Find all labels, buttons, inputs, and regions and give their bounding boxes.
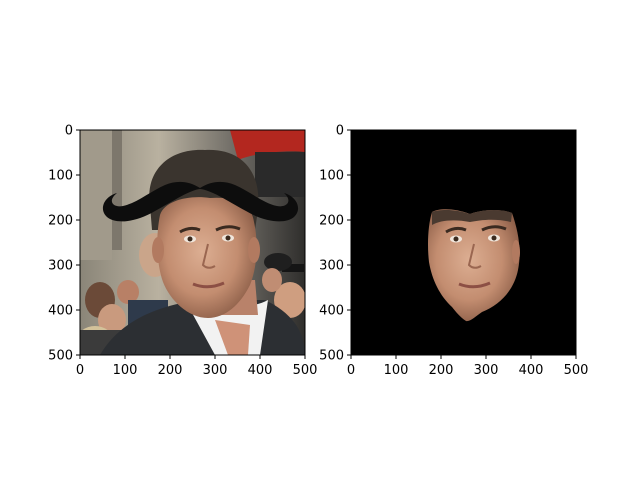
x-tick-label: 100	[113, 363, 138, 378]
x-tick-label: 0	[76, 363, 84, 378]
y-tick-label: 200	[319, 214, 344, 229]
right-photo	[351, 130, 576, 355]
x-tick-label: 400	[248, 363, 273, 378]
right-axes-frame	[350, 129, 577, 356]
y-tick-label: 100	[319, 169, 344, 184]
left-axes-frame	[79, 129, 306, 356]
y-tick-label: 300	[319, 259, 344, 274]
x-tick-label: 500	[293, 363, 318, 378]
left-image-panel: 0 100 200 300 400 500 0 100 200 300 400 500	[48, 124, 317, 379]
y-tick-label: 0	[336, 124, 344, 139]
y-tick-label: 0	[65, 124, 73, 139]
left-y-axis: 0 100 200 300 400 500	[48, 124, 80, 364]
x-tick-label: 200	[429, 363, 454, 378]
x-tick-label: 200	[158, 363, 183, 378]
x-tick-label: 300	[474, 363, 499, 378]
x-tick-label: 0	[347, 363, 355, 378]
left-photo	[80, 130, 305, 355]
right-y-axis: 0 100 200 300 400 500	[319, 124, 351, 364]
right-x-axis: 0 100 200 300 400 500	[347, 355, 589, 378]
y-tick-label: 100	[48, 169, 73, 184]
y-tick-label: 500	[48, 349, 73, 364]
x-tick-label: 400	[519, 363, 544, 378]
y-tick-label: 200	[48, 214, 73, 229]
x-tick-label: 300	[203, 363, 228, 378]
right-image-panel: 0 100 200 300 400 500 0 100 200 300 400 500	[319, 124, 588, 379]
y-tick-label: 500	[319, 349, 344, 364]
y-tick-label: 400	[319, 304, 344, 319]
y-tick-label: 300	[48, 259, 73, 274]
x-tick-label: 500	[564, 363, 589, 378]
y-tick-label: 400	[48, 304, 73, 319]
x-tick-label: 100	[384, 363, 409, 378]
mustache-overlay	[102, 181, 299, 222]
face-mask-region	[428, 209, 520, 322]
left-x-axis: 0 100 200 300 400 500	[76, 355, 318, 378]
